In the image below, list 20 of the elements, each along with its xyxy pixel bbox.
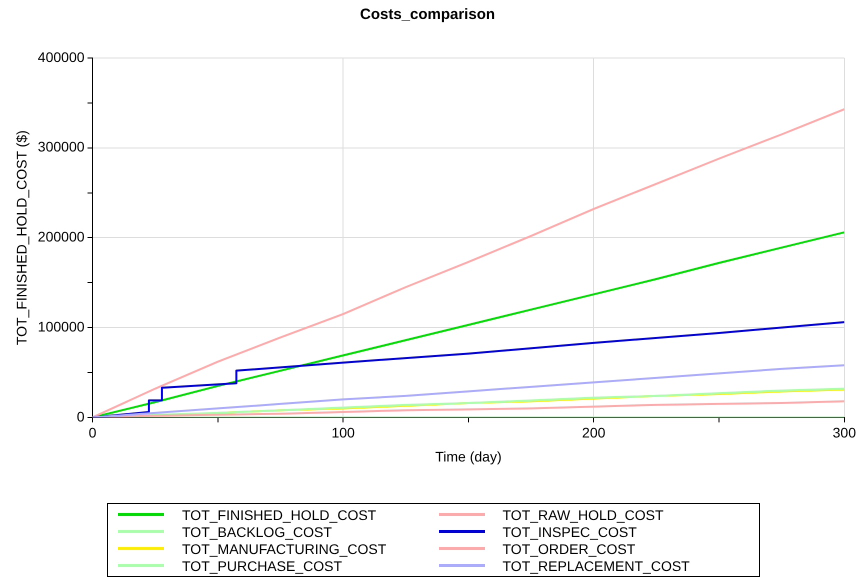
x-tick-label: 0 — [88, 424, 97, 441]
x-tick-label: 200 — [582, 424, 606, 441]
y-axis-title: TOT_FINISHED_HOLD_COST ($) — [13, 130, 30, 346]
y-tick-label: 0 — [76, 408, 85, 424]
x-axis-title: Time (day) — [435, 448, 502, 464]
y-tick-label: 300000 — [38, 138, 85, 155]
y-tick-label: 200000 — [38, 228, 85, 245]
legend-label: TOT_PURCHASE_COST — [182, 558, 342, 574]
y-tick-label: 100000 — [38, 318, 85, 334]
legend-label: TOT_MANUFACTURING_COST — [182, 540, 386, 556]
x-tick-label: 300 — [832, 424, 856, 441]
legend-label: TOT_ORDER_COST — [502, 540, 636, 556]
legend-label: TOT_REPLACEMENT_COST — [502, 558, 690, 574]
legend-label: TOT_RAW_HOLD_COST — [502, 506, 664, 522]
legend-label: TOT_FINISHED_HOLD_COST — [182, 506, 376, 522]
chart-title: Costs_comparison — [360, 6, 496, 24]
y-tick-label: 400000 — [38, 48, 85, 65]
legend-label: TOT_BACKLOG_COST — [182, 524, 332, 540]
legend-label: TOT_INSPEC_COST — [502, 524, 637, 540]
x-tick-label: 100 — [331, 424, 356, 441]
